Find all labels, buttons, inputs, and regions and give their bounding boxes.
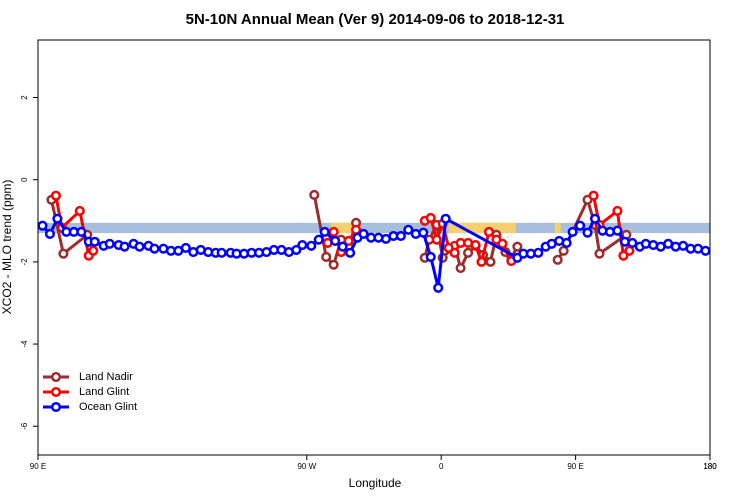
x-tick-label: 180: [703, 462, 717, 471]
x-tick-label: 90 W: [297, 462, 316, 471]
point: [345, 247, 356, 258]
y-tick-label: -4: [20, 340, 29, 348]
legend-label: Land Glint: [79, 386, 129, 398]
point: [425, 212, 436, 223]
legend-marker: [50, 401, 62, 413]
point: [328, 226, 339, 237]
point: [50, 190, 61, 201]
point: [216, 247, 227, 258]
point: [337, 241, 348, 252]
point: [58, 248, 69, 259]
point: [343, 235, 354, 246]
point: [575, 220, 586, 231]
point: [134, 241, 145, 252]
y-tick-label: -6: [20, 422, 29, 430]
point: [589, 213, 601, 224]
point: [88, 245, 99, 256]
y-tick-label: 2: [20, 95, 29, 100]
point: [512, 241, 523, 252]
point: [443, 242, 454, 253]
ocean-band: [38, 222, 710, 234]
point: [76, 226, 87, 237]
land-span: [448, 222, 516, 234]
point: [476, 256, 487, 267]
point: [455, 262, 466, 274]
point: [180, 242, 191, 253]
point: [624, 245, 635, 256]
point: [297, 239, 308, 251]
point: [433, 282, 444, 293]
x-tick-label: 90 E: [567, 462, 583, 471]
point: [313, 234, 324, 245]
land-span: [330, 222, 352, 234]
point: [588, 190, 599, 201]
point: [533, 247, 544, 258]
point: [612, 205, 623, 216]
point: [485, 256, 496, 267]
point: [306, 240, 317, 251]
point: [627, 237, 638, 249]
point: [291, 244, 302, 256]
point: [309, 189, 320, 200]
point: [74, 205, 85, 216]
point: [552, 254, 563, 265]
point: [330, 235, 341, 246]
point: [497, 238, 508, 249]
legend-marker: [50, 371, 62, 383]
x-tick-label: 0: [439, 462, 444, 471]
point: [431, 234, 442, 245]
point: [425, 251, 436, 263]
point: [594, 248, 605, 259]
point: [37, 220, 48, 231]
legend-marker: [50, 386, 62, 398]
point: [558, 245, 569, 256]
point: [44, 228, 55, 239]
point: [149, 243, 160, 254]
point: [52, 213, 63, 224]
point: [358, 228, 369, 239]
chart-title: 5N-10N Annual Mean (Ver 9) 2014-09-06 to…: [186, 11, 565, 28]
x-tick-label: 90 E: [30, 462, 46, 471]
point: [463, 247, 474, 258]
x-tick-label: 180: [703, 462, 717, 471]
point: [440, 213, 451, 224]
point: [582, 227, 593, 238]
legend-label: Land Nadir: [79, 371, 133, 383]
y-tick-label: -2: [20, 258, 29, 266]
point: [395, 230, 406, 242]
plot-frame: [37, 39, 711, 456]
point: [567, 226, 578, 237]
y-axis-label: XCO2 - MLO trend (ppm): [0, 180, 14, 315]
legend-label: Ocean Glint: [79, 401, 137, 413]
point: [418, 227, 429, 238]
point: [618, 250, 629, 261]
point: [319, 226, 330, 237]
point: [449, 247, 460, 258]
point: [321, 251, 332, 263]
point: [470, 239, 481, 251]
point: [483, 226, 495, 237]
point: [119, 241, 130, 252]
land-span: [554, 222, 561, 234]
point: [89, 236, 100, 247]
point: [700, 245, 711, 256]
point: [328, 259, 339, 270]
point: [104, 238, 115, 249]
point: [561, 237, 572, 249]
x-axis-label: Longitude: [349, 476, 402, 490]
y-tick-label: 0: [20, 177, 29, 182]
point: [403, 224, 414, 235]
point: [612, 225, 623, 236]
